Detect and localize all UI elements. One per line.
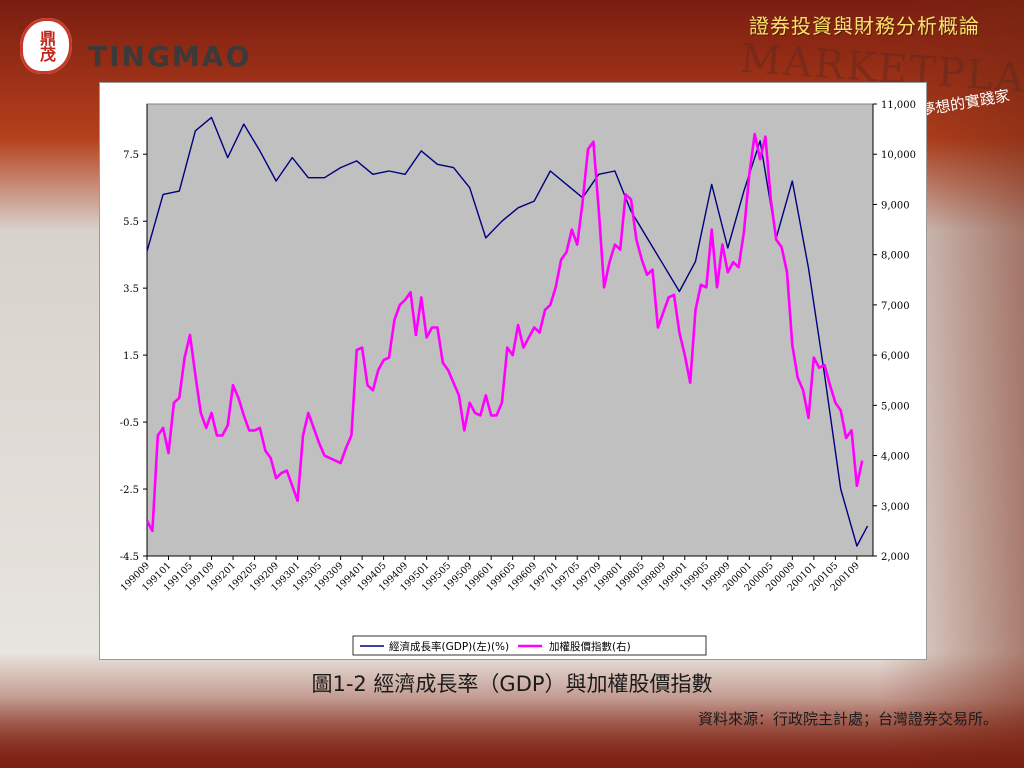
right-tick-label: 10,000	[881, 150, 916, 161]
plot-area	[146, 103, 874, 557]
left-tick-label: 5.5	[123, 217, 139, 228]
data-source-note: 資料來源：行政院主計處；台灣證券交易所。	[697, 710, 998, 728]
gdp-series-line	[146, 116, 869, 547]
left-axis: -4.5 -2.5 -0.5 1.5 3.5 5.5 7.5	[120, 104, 148, 563]
publisher-logo-text: TINGMAO	[88, 40, 252, 73]
right-tick-label: 3,000	[881, 502, 910, 513]
right-tick-label: 4,000	[881, 452, 910, 463]
series-group	[145, 116, 869, 547]
gdp-taiex-line-chart: -4.5 -2.5 -0.5 1.5 3.5 5.5 7.5 2,000 3,000 4,000…	[119, 100, 916, 656]
legend-item-taiex-label: 加權股價指數(右)	[549, 640, 631, 653]
left-tick-label: -2.5	[120, 485, 139, 496]
x-axis: 1990091991011991051991091992011992051992…	[119, 555, 873, 594]
right-tick-label: 9,000	[881, 200, 910, 211]
background-decoration-bottom	[0, 700, 1024, 768]
chart-legend: 經濟成長率(GDP)(左)(%) 加權股價指數(右)	[352, 635, 707, 656]
left-tick-label: 3.5	[123, 284, 139, 295]
right-tick-label: 8,000	[881, 251, 910, 262]
right-tick-label: 7,000	[881, 301, 910, 312]
taiex-series-line	[145, 132, 864, 533]
right-tick-label: 11,000	[881, 100, 916, 111]
publisher-logo-seal: 鼎茂	[20, 18, 72, 74]
left-tick-label: 1.5	[123, 351, 139, 362]
right-axis: 2,000 3,000 4,000 5,000 6,000 7,000 8,000 9,000…	[872, 100, 916, 563]
left-tick-label: 7.5	[123, 150, 139, 161]
slide-header-title: 證券投資與財務分析概論	[749, 14, 980, 38]
right-tick-label: 5,000	[881, 401, 910, 412]
figure-caption: 圖1-2 經濟成長率（GDP）與加權股價指數	[311, 672, 713, 696]
left-tick-label: -0.5	[120, 418, 139, 429]
right-tick-label: 2,000	[881, 552, 910, 563]
chart-frame: -4.5 -2.5 -0.5 1.5 3.5 5.5 7.5 2,000 3,000 4,000…	[99, 82, 927, 660]
legend-item-gdp-label: 經濟成長率(GDP)(左)(%)	[389, 640, 509, 653]
right-tick-label: 6,000	[881, 351, 910, 362]
left-tick-label: -4.5	[120, 552, 139, 563]
